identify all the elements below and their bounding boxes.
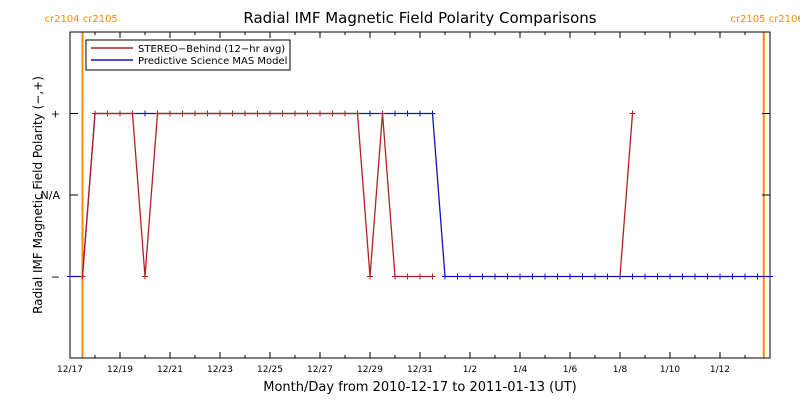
x-tick-label: 12/17 xyxy=(57,365,83,375)
series-point-model xyxy=(755,274,761,280)
series-point-stereo xyxy=(430,274,436,280)
series-point-stereo xyxy=(192,111,198,117)
x-tick-label: 12/31 xyxy=(407,365,433,375)
series-point-model xyxy=(367,111,373,117)
series-point-model xyxy=(505,274,511,280)
series-point-stereo xyxy=(417,274,423,280)
series-point-stereo xyxy=(167,111,173,117)
series-point-stereo xyxy=(155,111,161,117)
x-axis-label: Month/Day from 2010-12-17 to 2011-01-13 … xyxy=(263,380,576,395)
series-point-stereo xyxy=(330,111,336,117)
series-point-model xyxy=(517,274,523,280)
series-point-stereo xyxy=(180,111,186,117)
series-point-model xyxy=(642,274,648,280)
series-point-stereo xyxy=(392,274,398,280)
series-line-stereo xyxy=(83,114,433,277)
y-tick-label: N/A xyxy=(41,189,61,202)
x-tick-label: 1/2 xyxy=(463,365,477,375)
series-point-model xyxy=(717,274,723,280)
series-point-stereo xyxy=(230,111,236,117)
series-point-model xyxy=(730,274,736,280)
series-point-stereo xyxy=(317,111,323,117)
series-point-stereo xyxy=(255,111,261,117)
series-point-stereo xyxy=(80,274,86,280)
series-point-model xyxy=(67,274,73,280)
x-tick-label: 12/27 xyxy=(307,365,333,375)
legend: STEREO−Behind (12−hr avg) Predictive Sci… xyxy=(86,40,290,70)
series-point-stereo xyxy=(630,111,636,117)
x-tick-label: 1/12 xyxy=(710,365,730,375)
series-point-model xyxy=(742,274,748,280)
x-tick-label: 12/19 xyxy=(107,365,133,375)
plot-frame xyxy=(70,32,770,358)
legend-label-model: Predictive Science MAS Model xyxy=(138,56,287,67)
series-point-stereo xyxy=(205,111,211,117)
series-point-model xyxy=(542,274,548,280)
series-point-stereo xyxy=(117,111,123,117)
y-tick-layer: − N/A + xyxy=(41,108,770,284)
x-tick-label: 12/21 xyxy=(157,365,183,375)
x-tick-label: 1/6 xyxy=(563,365,578,375)
series-line-stereo-tail xyxy=(620,114,633,277)
x-tick-label: 1/10 xyxy=(660,365,680,375)
y-tick-label: − xyxy=(51,271,60,284)
x-tick-label: 12/23 xyxy=(207,365,233,375)
series-point-stereo xyxy=(305,111,311,117)
series-point-model xyxy=(480,274,486,280)
series-point-model xyxy=(492,274,498,280)
series-point-stereo xyxy=(405,274,411,280)
carrington-marker-label: cr2105 cr2106 xyxy=(730,14,800,25)
series-layer xyxy=(67,111,773,280)
series-point-model xyxy=(405,111,411,117)
x-tick-layer: 12/17 12/19 12/21 12/23 12/25 12/27 12/29 12/31… xyxy=(57,32,770,375)
series-point-model xyxy=(592,274,598,280)
series-point-model xyxy=(555,274,561,280)
series-point-stereo xyxy=(142,274,148,280)
series-point-stereo xyxy=(367,274,373,280)
series-point-model xyxy=(455,274,461,280)
series-point-model xyxy=(580,274,586,280)
legend-label-stereo: STEREO−Behind (12−hr avg) xyxy=(138,44,285,55)
series-point-stereo xyxy=(267,111,273,117)
series-point-stereo xyxy=(355,111,361,117)
x-tick-label: 1/4 xyxy=(513,365,528,375)
chart-title: Radial IMF Magnetic Field Polarity Compa… xyxy=(243,9,596,27)
carrington-marker-label: cr2104 cr2105 xyxy=(45,14,118,25)
x-tick-label: 1/8 xyxy=(613,365,628,375)
series-point-model xyxy=(705,274,711,280)
series-point-model xyxy=(630,274,636,280)
series-point-stereo xyxy=(292,111,298,117)
series-point-model xyxy=(392,111,398,117)
series-point-model xyxy=(442,274,448,280)
series-point-model xyxy=(767,274,773,280)
series-point-stereo xyxy=(280,111,286,117)
x-tick-label: 12/29 xyxy=(357,365,383,375)
series-point-model xyxy=(417,111,423,117)
series-point-model xyxy=(680,274,686,280)
y-tick-label: + xyxy=(51,108,60,121)
series-point-stereo xyxy=(105,111,111,117)
series-line-model xyxy=(70,114,770,277)
series-point-model xyxy=(567,274,573,280)
series-point-model xyxy=(692,274,698,280)
series-point-model xyxy=(605,274,611,280)
series-point-model xyxy=(467,274,473,280)
series-point-model xyxy=(142,111,148,117)
series-point-model xyxy=(430,111,436,117)
series-point-model xyxy=(667,274,673,280)
series-point-stereo xyxy=(130,111,136,117)
series-point-stereo xyxy=(217,111,223,117)
series-point-stereo xyxy=(380,111,386,117)
series-point-stereo xyxy=(242,111,248,117)
series-point-stereo xyxy=(92,111,98,117)
series-point-model xyxy=(530,274,536,280)
series-point-stereo xyxy=(342,111,348,117)
x-tick-label: 12/25 xyxy=(257,365,283,375)
series-point-model xyxy=(655,274,661,280)
